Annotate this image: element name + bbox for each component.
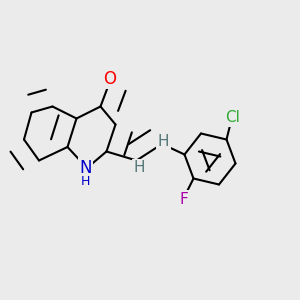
Text: O: O (103, 70, 116, 88)
Text: Cl: Cl (225, 110, 240, 125)
Text: H: H (81, 175, 90, 188)
Text: H: H (134, 160, 145, 175)
Text: F: F (179, 192, 188, 207)
Text: H: H (158, 134, 169, 148)
Text: N: N (79, 159, 92, 177)
